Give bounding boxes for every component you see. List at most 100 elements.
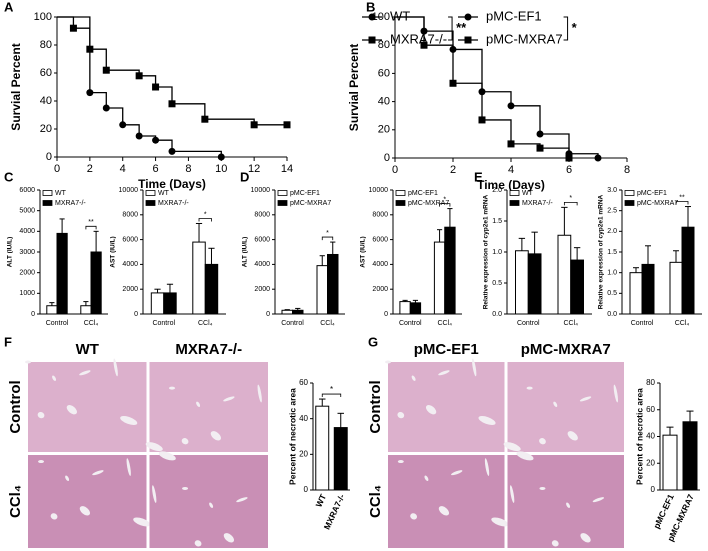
x-tick-label: 8 [624,164,630,176]
bar [56,232,68,315]
bar [662,434,678,491]
y-tick-label: 40 [378,96,390,108]
y-tick-label: 10000 [251,187,271,194]
vessel [425,405,437,415]
row-label: CCl₄ [367,485,384,518]
bar [90,251,102,315]
bar [150,292,165,315]
vessel [385,360,391,364]
y-tick-label: 60 [646,405,655,414]
micrograph [28,455,147,548]
y-tick-label: 4000 [122,261,138,268]
vessel [79,370,91,376]
vessel [613,384,618,403]
micrograph [507,455,624,548]
vessel [424,475,429,481]
x-tick-label: CCl₄ [84,320,99,327]
vessel [539,486,546,490]
bar [315,405,330,491]
vessel [516,451,534,461]
marker [250,121,258,129]
significance-label: * [569,195,572,202]
significance-bracket [563,16,569,41]
bar [433,241,446,315]
legend-label: MXRA7-/- [55,200,86,207]
x-tick-label: Control [517,320,540,327]
marker [507,140,515,148]
bar [46,305,58,315]
bar [399,301,411,315]
y-tick-label: 0.0 [607,311,617,318]
y-axis-label: ALT (IU/L) [242,237,249,268]
marker [536,130,544,138]
legend-label: pMC-EF1 [290,190,320,197]
y-tick-label: 80 [40,39,52,51]
marker [594,154,602,162]
significance-bracket [563,201,578,206]
y-tick-label: 20 [646,458,655,467]
x-tick-label: CCl₄ [198,320,213,327]
marker [420,41,428,49]
y-tick-label: 0 [304,485,309,494]
vessel [210,431,221,441]
y-tick-label: 2000 [372,286,388,293]
x-tick-label: 6 [153,163,159,175]
x-tick-label: 8 [185,163,191,175]
vessel [79,506,90,516]
marker [168,100,176,108]
marker [217,153,225,161]
legend-label: WT [55,190,67,197]
vessel [25,360,31,364]
bar [327,253,339,315]
significance-label: * [443,196,446,203]
vessel [397,411,405,419]
marker [69,24,77,32]
marker [119,121,127,129]
legend-swatch [145,200,156,206]
legend-swatch [624,190,635,196]
y-axis-label: Relative expression of cyp2e1 mRNA [483,194,490,309]
y-tick-label: 10000 [119,187,139,194]
legend-swatch [509,190,520,196]
x-tick-label: 4 [120,163,126,175]
legend-label: WT [158,190,170,197]
significance-label: * [204,211,207,218]
x-tick-label: 0 [54,163,60,175]
marker [478,116,486,124]
significance-label: ** [456,20,467,35]
bar [409,302,422,315]
vessel [236,497,248,503]
x-tick-label: 0 [392,164,398,176]
vessel [120,415,138,426]
y-tick-label: 2000 [19,270,35,277]
vessel [478,415,496,426]
y-tick-label: 1.5 [607,249,617,256]
legend-swatch [42,200,53,206]
x-tick-label: CCl₄ [563,320,578,327]
vessel [438,370,450,376]
vessel [539,438,546,445]
bar [292,309,304,315]
y-axis-label: Relative expression of cyp2e1 mRNA [598,194,605,309]
bar [681,226,695,315]
vessel [158,451,176,461]
vessel [92,470,104,476]
y-tick-label: 4000 [254,261,270,268]
y-tick-label: 100 [372,11,390,23]
x-tick-label: 10 [215,163,227,175]
vessel [397,460,404,464]
y-tick-label: 1.5 [492,218,502,225]
x-tick-label: 2 [87,163,93,175]
y-axis-label: AST (IU/L) [360,236,367,267]
vessel [566,502,571,508]
vessel [503,442,521,452]
legend-label: pMC-MXRA7 [290,200,331,207]
micrograph [149,455,268,548]
vessel [510,485,515,503]
panel-label: A [4,0,14,14]
panel-label: C [4,169,14,184]
marker [102,66,110,74]
bar [641,263,655,315]
vessel [592,497,605,503]
marker [168,147,176,155]
